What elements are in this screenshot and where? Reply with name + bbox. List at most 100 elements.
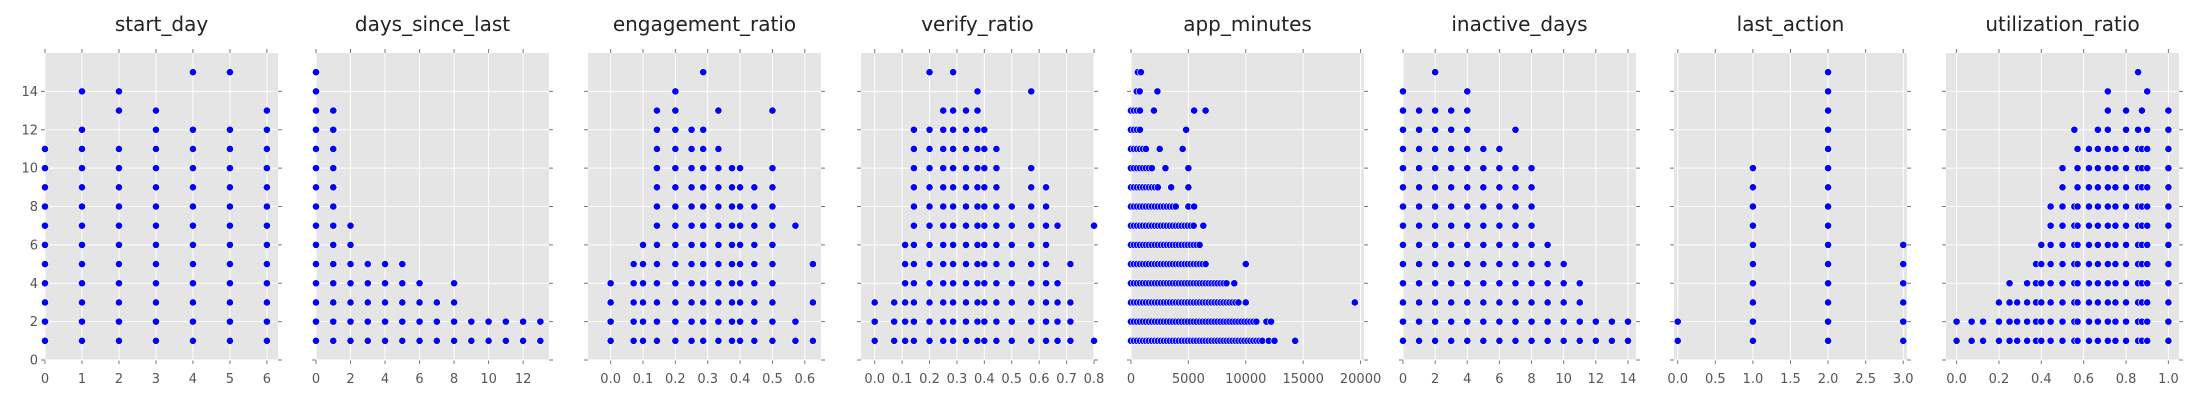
scatter-point	[973, 298, 982, 307]
scatter-point	[1431, 260, 1440, 268]
scatter-point	[736, 260, 744, 268]
scatter-point	[699, 221, 708, 230]
scatter-point	[41, 298, 49, 307]
scatter-point	[2046, 240, 2055, 249]
scatter-point	[78, 240, 86, 249]
scatter-point	[346, 240, 355, 249]
scatter-point	[1241, 298, 1250, 307]
scatter-point	[263, 106, 271, 115]
scatter-point	[1415, 125, 1423, 134]
scatter-point	[1479, 202, 1488, 211]
scatter-point	[2085, 279, 2093, 288]
scatter-point	[2122, 221, 2130, 230]
scatter-point	[2037, 279, 2046, 288]
scatter-point	[226, 279, 234, 288]
scatter-point	[2073, 145, 2082, 153]
scatter-point	[226, 202, 234, 211]
scatter-point	[1007, 202, 1016, 211]
scatter-point	[467, 317, 476, 326]
x-tick-label: 12	[1588, 372, 1605, 387]
scatter-point	[750, 336, 759, 345]
scatter-point	[1527, 183, 1536, 192]
scatter-point	[1495, 221, 1504, 230]
scatter-point	[1575, 336, 1584, 345]
scatter-point	[226, 183, 234, 192]
scatter-point	[2073, 317, 2082, 326]
scatter-point	[1431, 202, 1440, 211]
scatter-point	[949, 145, 958, 153]
scatter-point	[398, 279, 407, 288]
scatter-point	[1270, 336, 1279, 345]
scatter-point	[736, 240, 744, 249]
scatter-point	[329, 125, 338, 134]
scatter-point	[1184, 183, 1193, 192]
scatter-point	[1431, 221, 1440, 230]
scatter-point	[1267, 317, 1275, 326]
scatter-point	[312, 202, 320, 211]
scatter-point	[226, 260, 234, 268]
scatter-point	[381, 298, 389, 307]
scatter-point	[939, 260, 948, 268]
x-tick-label: 5000	[1172, 372, 1205, 387]
scatter-point	[728, 298, 736, 307]
scatter-point	[1027, 298, 1036, 307]
scatter-point	[189, 260, 197, 268]
scatter-point	[2093, 336, 2102, 345]
scatter-point	[115, 298, 123, 307]
scatter-point	[1090, 336, 1098, 345]
scatter-point	[962, 202, 970, 211]
scatter-point	[2103, 145, 2112, 153]
scatter-point	[1511, 164, 1520, 173]
scatter-point	[2164, 183, 2173, 192]
scatter-point	[152, 260, 160, 268]
scatter-point	[41, 317, 49, 326]
scatter-point	[263, 240, 271, 249]
scatter-point	[1431, 125, 1440, 134]
scatter-point	[1463, 298, 1472, 307]
scatter-point	[1463, 221, 1472, 230]
scatter-point	[687, 221, 696, 230]
scatter-point	[312, 260, 320, 268]
scatter-point	[226, 68, 234, 77]
x-tick-label: 0.0	[864, 372, 885, 387]
scatter-point	[1495, 298, 1504, 307]
scatter-point	[78, 336, 86, 345]
scatter-point	[949, 336, 958, 345]
scatter-point	[699, 145, 708, 153]
scatter-point	[1824, 317, 1832, 326]
scatter-point	[2164, 202, 2173, 211]
x-tick-label: 8	[1527, 372, 1535, 387]
scatter-point	[115, 106, 123, 115]
scatter-point	[973, 87, 982, 96]
scatter-point	[312, 317, 320, 326]
scatter-point	[910, 336, 918, 345]
scatter-point	[2103, 336, 2112, 345]
scatter-point	[1749, 202, 1757, 211]
scatter-point	[791, 221, 800, 230]
x-tick-label: 0.0	[1667, 372, 1688, 387]
scatter-point	[312, 125, 320, 134]
scatter-point	[736, 317, 744, 326]
scatter-point	[2013, 336, 2022, 345]
x-tick-label: 0.5	[762, 372, 783, 387]
scatter-point	[687, 260, 696, 268]
scatter-point	[2143, 240, 2152, 249]
x-tick-label: 1.0	[1743, 372, 1764, 387]
scatter-point	[2046, 298, 2055, 307]
scatter-point	[2164, 221, 2173, 230]
scatter-point	[2085, 145, 2093, 153]
x-tick-label: 15000	[1282, 372, 1323, 387]
scatter-point	[1511, 125, 1520, 134]
scatter-point	[1027, 221, 1036, 230]
scatter-point	[2103, 164, 2112, 173]
scatter-point	[363, 298, 372, 307]
scatter-point	[949, 183, 958, 192]
scatter-point	[768, 164, 777, 173]
scatter-point	[189, 125, 197, 134]
scatter-point	[699, 125, 708, 134]
scatter-point	[226, 164, 234, 173]
scatter-point	[312, 87, 320, 96]
scatter-point	[312, 106, 320, 115]
scatter-point	[152, 298, 160, 307]
scatter-point	[1415, 221, 1423, 230]
